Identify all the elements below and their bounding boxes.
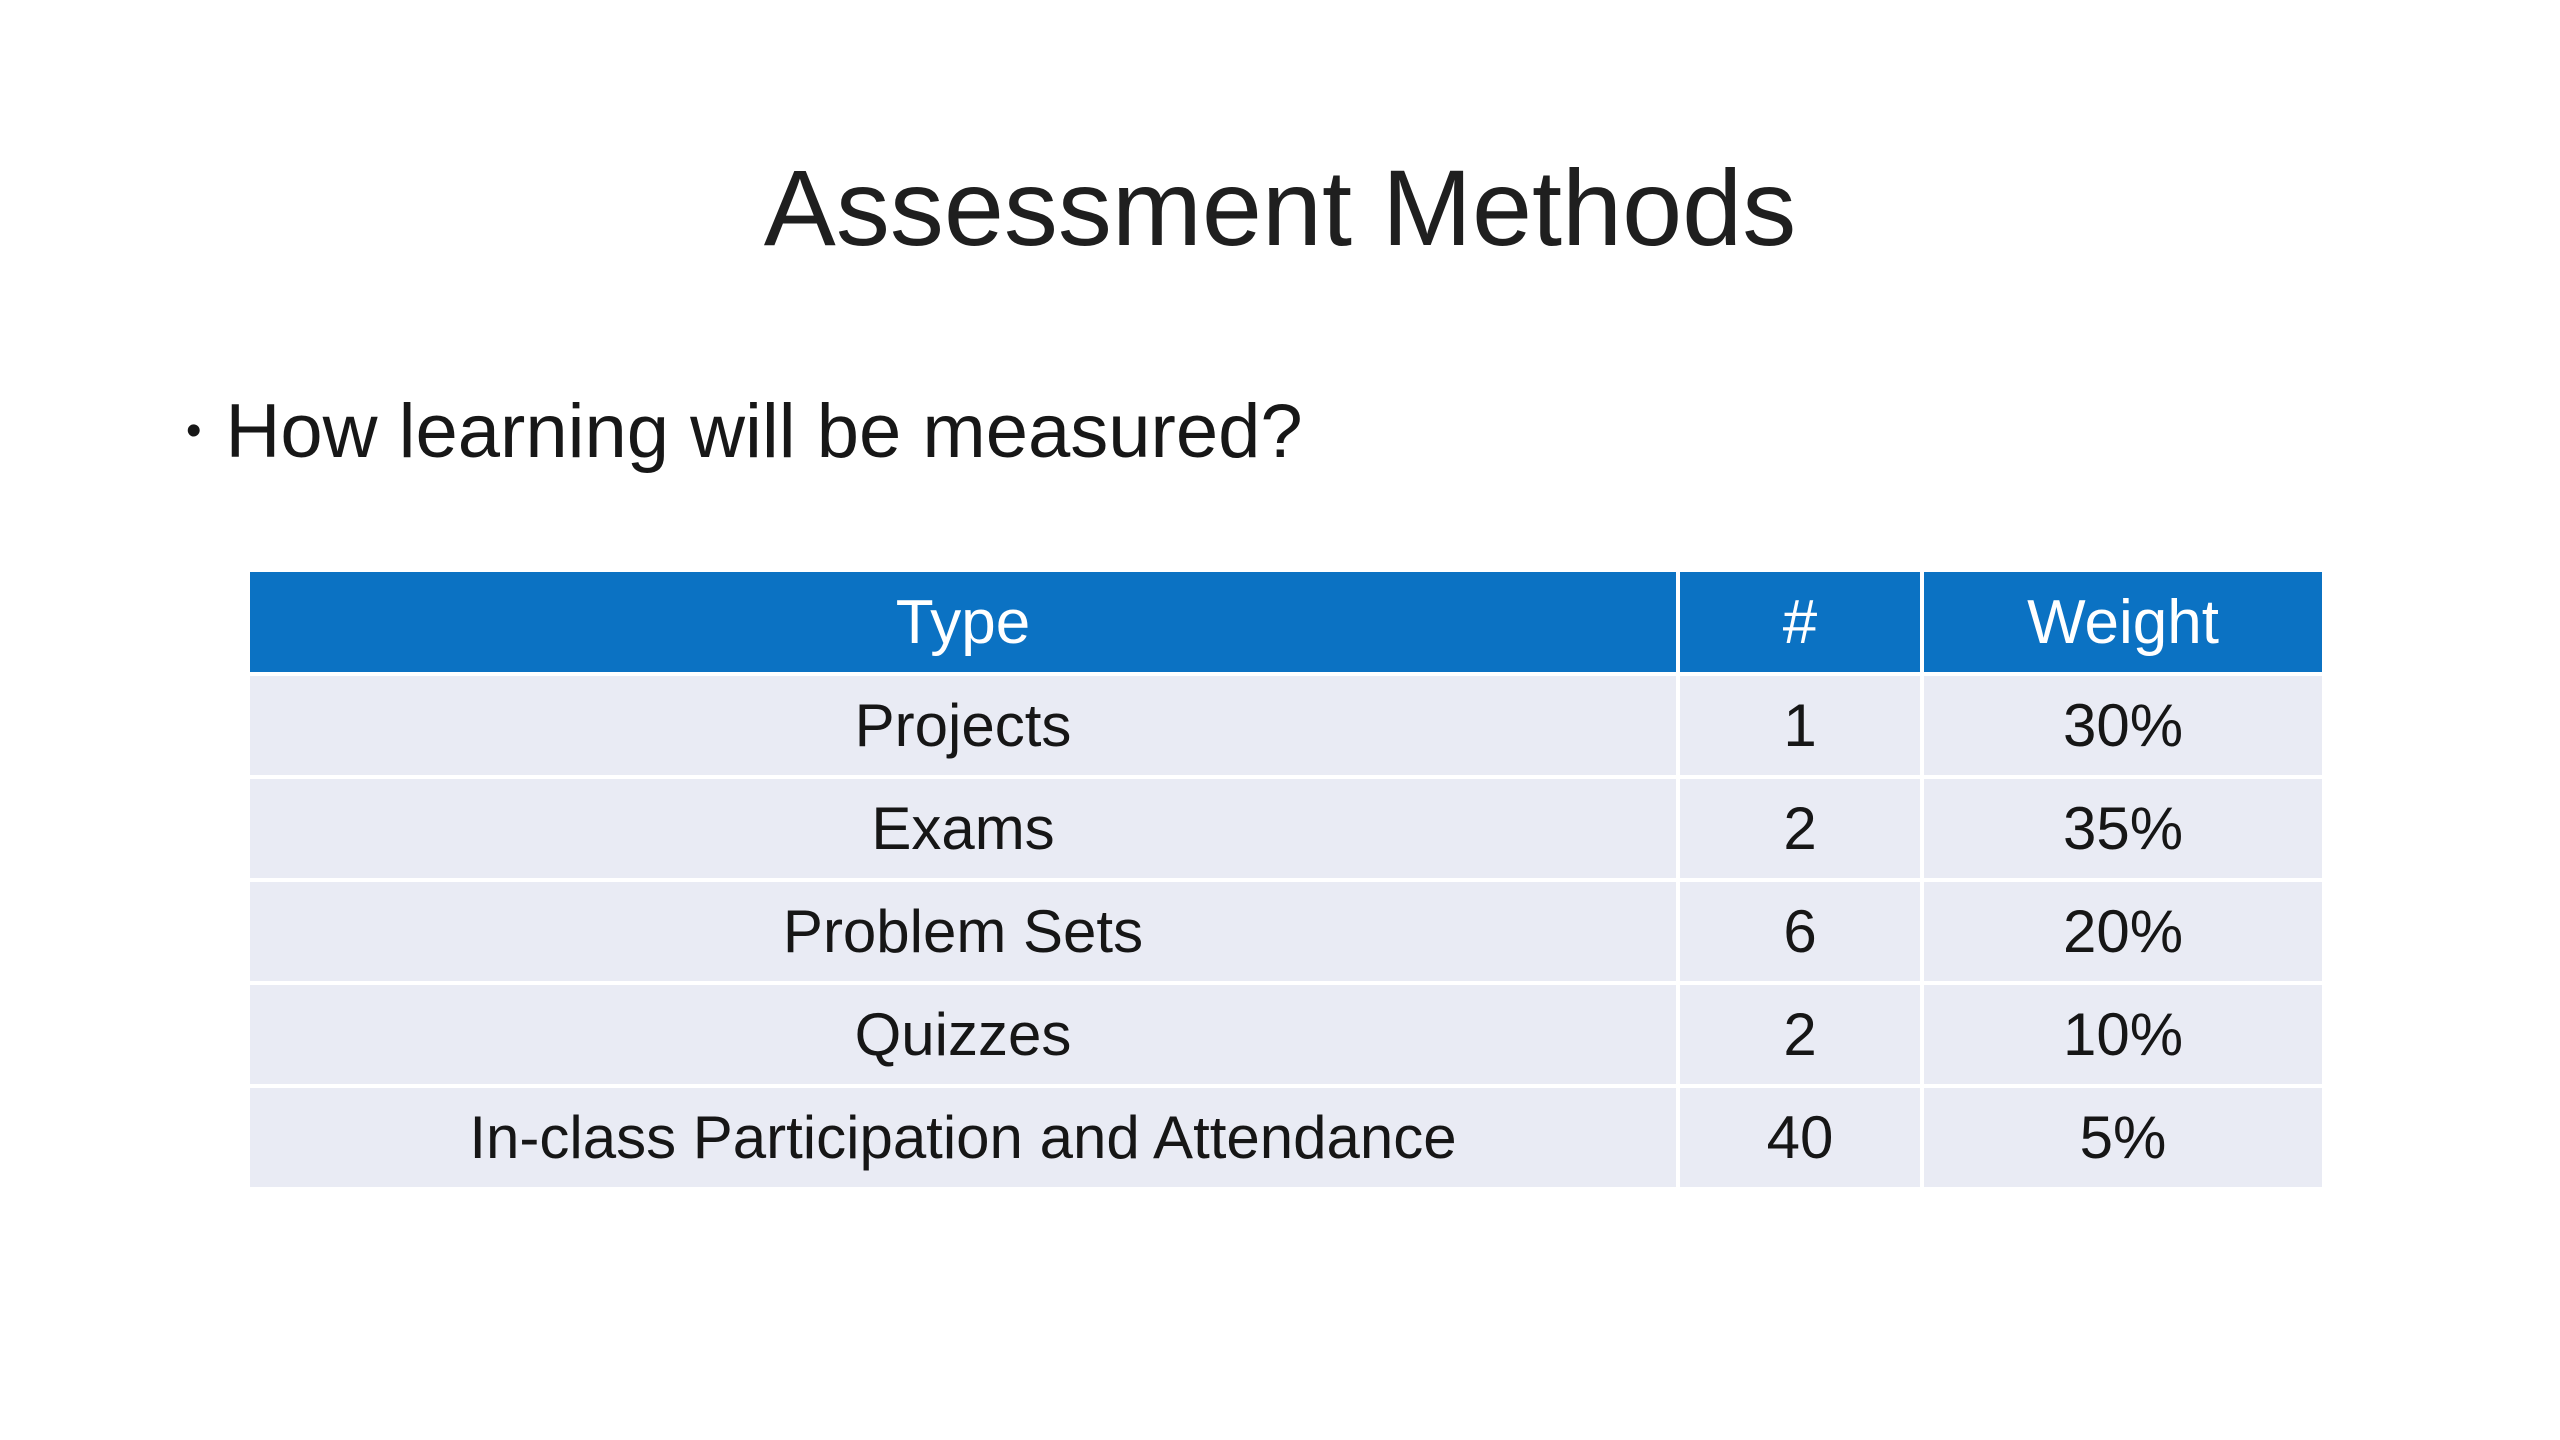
cell-count: 2	[1680, 775, 1924, 878]
cell-count: 1	[1680, 672, 1924, 775]
table-row: Projects 1 30%	[250, 672, 2322, 775]
cell-type: Problem Sets	[250, 878, 1680, 981]
cell-count: 6	[1680, 878, 1924, 981]
cell-type: In-class Participation and Attendance	[250, 1084, 1680, 1187]
cell-count: 40	[1680, 1084, 1924, 1187]
cell-count: 2	[1680, 981, 1924, 1084]
table-row: Problem Sets 6 20%	[250, 878, 2322, 981]
cell-weight: 20%	[1924, 878, 2322, 981]
assessment-table: Type # Weight Projects 1 30% Exams 2 35%…	[250, 572, 2322, 1187]
header-cell-count: #	[1680, 572, 1924, 672]
table-header-row: Type # Weight	[250, 572, 2322, 672]
cell-type: Projects	[250, 672, 1680, 775]
cell-weight: 35%	[1924, 775, 2322, 878]
table-row: In-class Participation and Attendance 40…	[250, 1084, 2322, 1187]
cell-weight: 5%	[1924, 1084, 2322, 1187]
header-cell-type: Type	[250, 572, 1680, 672]
bullet-text: How learning will be measured?	[225, 389, 1303, 474]
table-row: Exams 2 35%	[250, 775, 2322, 878]
slide-title: Assessment Methods	[763, 147, 1797, 268]
cell-type: Exams	[250, 775, 1680, 878]
cell-type: Quizzes	[250, 981, 1680, 1084]
cell-weight: 10%	[1924, 981, 2322, 1084]
header-cell-weight: Weight	[1924, 572, 2322, 672]
cell-weight: 30%	[1924, 672, 2322, 775]
table-row: Quizzes 2 10%	[250, 981, 2322, 1084]
bullet-marker: •	[186, 406, 202, 456]
bullet-item: • How learning will be measured?	[186, 388, 1303, 475]
